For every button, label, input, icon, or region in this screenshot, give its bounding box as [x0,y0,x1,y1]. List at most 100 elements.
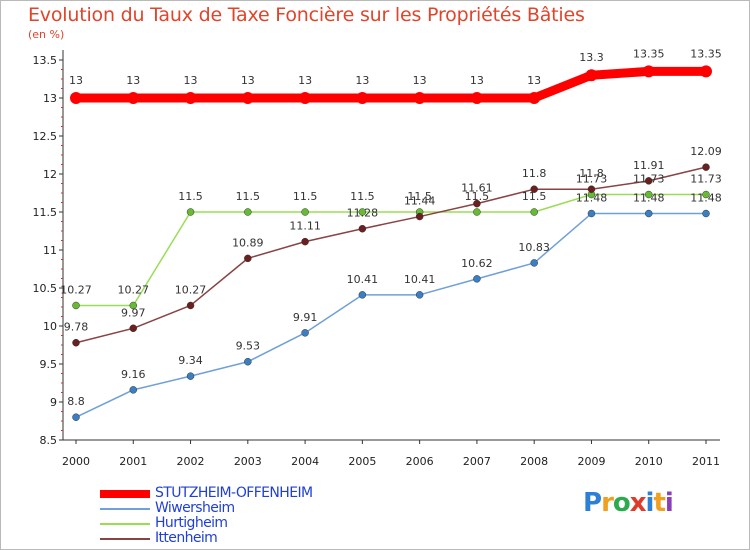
legend-swatch [100,490,150,498]
data-label: 10.41 [404,273,436,286]
x-tick-label: 2003 [234,455,262,468]
data-point [358,291,367,299]
y-tick-label: 10.5 [33,282,58,295]
data-label: 9.91 [293,311,318,324]
data-point [415,291,424,299]
chart-data-labels: 8.8 9.16 9.34 9.53 9.91 10.41 10.41 10.62 10.83 1… [60,47,722,408]
y-tick-label: 9 [50,396,57,409]
data-label: 13 [470,74,484,87]
data-label: 10.41 [347,273,379,286]
data-label: 9.53 [236,340,261,353]
legend-label: STUTZHEIM-OFFENHEIM [155,485,313,501]
x-tick-label: 2004 [291,455,319,468]
data-point [186,208,195,216]
x-tick-label: 2010 [635,455,663,468]
data-point [129,324,138,333]
data-point [473,208,481,216]
data-label: 13.35 [633,47,665,60]
legend-item: Ittenheim [100,530,400,546]
data-label: 13 [126,74,140,87]
y-tick-label: 13 [43,92,57,105]
y-tick-label: 13.5 [33,54,58,67]
chart-axes: 8.5 9 9.5 10 10.5 11 11.5 12 12.5 13 13.5 2000 2001 2… [33,50,720,468]
y-tick-label: 12.5 [33,130,58,143]
data-point [700,65,712,78]
logo-letter: o [612,488,631,518]
data-label: 13 [69,74,83,87]
data-point [244,357,252,366]
data-point [473,275,481,283]
data-label: 11.28 [347,207,379,220]
data-label: 11.8 [579,167,604,180]
data-label: 12.09 [690,145,722,158]
data-point [301,329,309,337]
data-label: 9.34 [178,354,203,367]
data-label: 10.83 [518,241,550,254]
data-label: 11.5 [522,190,547,203]
x-tick-label: 2005 [348,455,376,468]
data-point [415,212,424,221]
data-point [644,190,653,199]
data-label: 8.8 [67,395,85,408]
data-point [358,224,367,233]
data-label: 11.73 [576,173,608,186]
data-label: 13 [413,74,427,87]
data-point [587,209,596,218]
data-point [528,92,541,104]
data-label: 11.5 [293,190,318,203]
data-label: 10.89 [232,236,264,249]
data-point [358,208,367,216]
data-point [301,237,309,246]
data-label: 11.91 [633,159,665,172]
data-label: 10.27 [175,283,207,296]
data-point [530,208,538,216]
data-point [299,92,312,104]
chart-legend: STUTZHEIM-OFFENHEIM Wiwersheim Hurtigheim I… [100,485,400,546]
data-point [702,190,710,199]
data-label: 9.16 [121,368,146,381]
data-label: 11.5 [407,190,432,203]
data-label: 13 [298,74,312,87]
legend-item: Hurtigheim [100,515,400,531]
series-line-stutzheim-offenheim [71,66,711,103]
legend-swatch [100,538,150,540]
data-label: 11.8 [522,167,547,180]
legend-swatch [100,508,150,510]
logo-letter: t [653,488,665,518]
data-point [186,372,195,380]
data-point [644,209,653,218]
x-tick-label: 2006 [406,455,434,468]
proxiti-logo: Proxiti [583,488,674,518]
data-point [244,208,252,216]
data-label: 11.73 [633,173,665,186]
legend-item: STUTZHEIM-OFFENHEIM [100,485,400,501]
data-point [72,338,80,347]
data-point [642,65,655,78]
data-label: 11.73 [690,173,722,186]
data-label: 11.11 [289,220,321,233]
logo-letter: x [629,488,647,518]
y-tick-label: 11 [43,244,57,257]
data-label: 11.48 [633,192,665,205]
data-label: 13 [241,74,255,87]
data-label: 13.35 [690,47,722,60]
x-tick-label: 2007 [463,455,491,468]
x-tick-label: 2001 [119,455,147,468]
x-tick-label: 2008 [520,455,548,468]
data-point [587,185,596,193]
data-label: 13 [355,74,369,87]
data-label: 11.48 [690,192,722,205]
logo-letter: i [664,488,674,518]
y-tick-label: 9.5 [40,358,58,371]
series-line-hurtigheim [75,193,707,307]
data-point [470,92,483,104]
data-label: 9.78 [64,321,89,334]
logo-letter: P [583,488,602,518]
data-point [356,92,369,104]
data-label: 10.27 [118,283,150,296]
data-point [530,259,538,267]
data-label: 11.48 [576,192,608,205]
data-label: 11.5 [465,190,490,203]
y-tick-label: 8.5 [40,434,58,447]
data-point [644,177,653,185]
